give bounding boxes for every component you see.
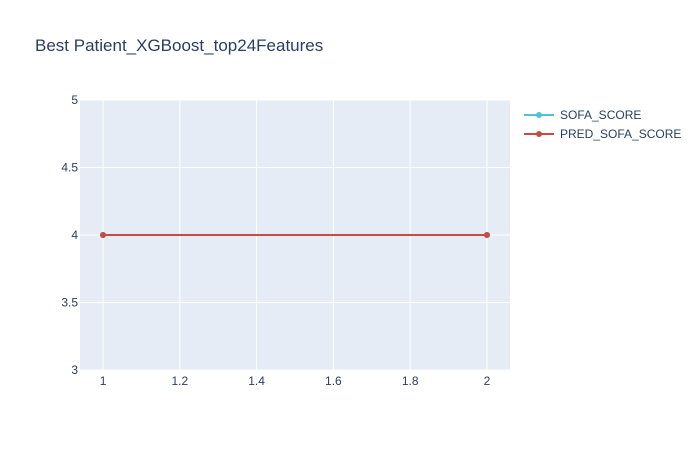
legend-item[interactable]: SOFA_SCORE <box>524 108 641 122</box>
x-axis-ticks: 1 1.2 1.4 1.6 1.8 2 <box>100 374 491 388</box>
y-tick-label: 3.5 <box>61 296 78 310</box>
x-tick-label: 1.6 <box>325 374 342 388</box>
data-point <box>483 232 490 238</box>
x-tick-label: 2 <box>484 374 491 388</box>
x-tick-label: 1.8 <box>402 374 419 388</box>
x-tick-label: 1.2 <box>171 374 188 388</box>
legend[interactable]: SOFA_SCORE PRED_SOFA_SCORE <box>524 108 681 141</box>
legend-label: PRED_SOFA_SCORE <box>560 127 681 141</box>
series-group <box>100 232 490 238</box>
x-tick-label: 1.4 <box>248 374 265 388</box>
y-tick-label: 4.5 <box>61 161 78 175</box>
y-tick-label: 5 <box>71 93 78 107</box>
y-tick-label: 3 <box>71 363 78 377</box>
data-point <box>100 232 107 238</box>
legend-marker <box>536 112 542 118</box>
legend-label: SOFA_SCORE <box>560 108 641 122</box>
chart-title: Best Patient_XGBoost_top24Features <box>35 36 323 55</box>
legend-item[interactable]: PRED_SOFA_SCORE <box>524 127 681 141</box>
y-tick-label: 4 <box>71 228 78 242</box>
x-tick-label: 1 <box>100 374 107 388</box>
y-axis-ticks: 3 3.5 4 4.5 5 <box>61 93 78 377</box>
series-pred-sofa-score <box>100 232 490 238</box>
legend-marker <box>536 131 542 137</box>
